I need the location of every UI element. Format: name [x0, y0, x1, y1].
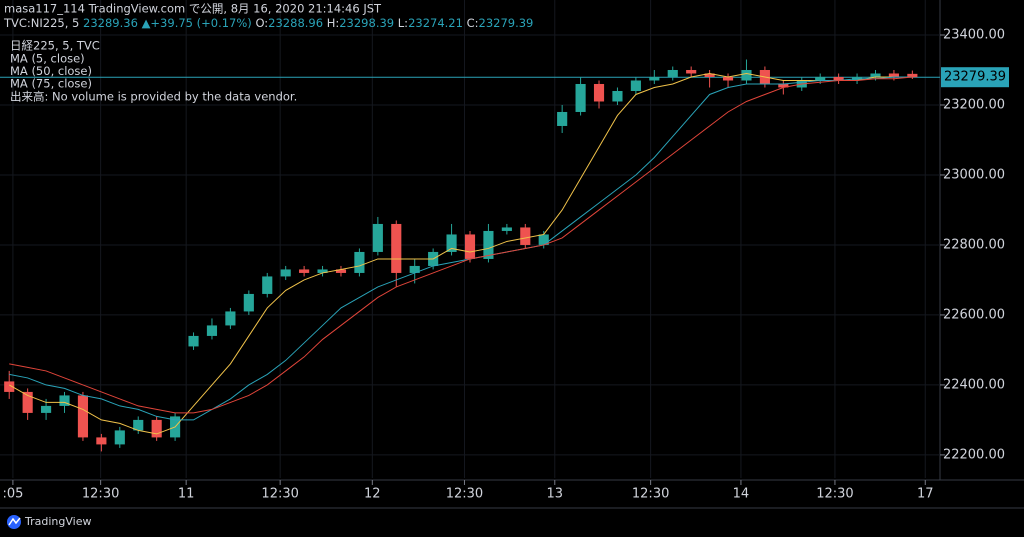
candle-body: [520, 227, 531, 245]
candle-body: [630, 80, 641, 91]
candle-body: [501, 227, 512, 231]
symbol: TVC:NI225, 5: [3, 16, 79, 30]
header-ohlc: TVC:NI225, 5 23289.36 ▲+39.75 (+0.17%) O…: [3, 16, 533, 30]
candle-body: [96, 437, 107, 445]
x-tick-label: 14: [733, 487, 750, 502]
candle-body: [335, 269, 347, 273]
candle-body: [225, 311, 236, 326]
ohlc-value: 23274.21: [408, 16, 463, 30]
candle-body: [538, 234, 549, 245]
candle-body: [557, 111, 568, 126]
candle-body: [4, 381, 15, 392]
ohlc-value: 23279.39: [479, 16, 534, 30]
change-arrow: ▲: [142, 16, 151, 30]
candle-body: [299, 269, 310, 273]
volume-note: 出来高: No volume is provided by the data v…: [10, 90, 297, 104]
logo-glyph: [8, 517, 21, 526]
y-tick-label: 22400.00: [943, 377, 1005, 392]
logo-text: TradingView: [24, 515, 91, 528]
y-tick-label: 23200.00: [943, 97, 1005, 112]
legend-entry: MA (5, close): [10, 52, 85, 66]
ma-line: [9, 76, 913, 414]
x-tick-label: :05: [2, 487, 23, 502]
candle-body: [409, 265, 420, 273]
candle-body: [114, 430, 125, 445]
candle-body: [815, 76, 826, 81]
y-tick-label: 22800.00: [943, 237, 1005, 252]
candle-body: [317, 269, 328, 273]
candle-body: [446, 234, 457, 252]
candle-body: [206, 325, 218, 336]
ohlc-value: 23288.96: [268, 16, 323, 30]
candle-body: [464, 234, 476, 259]
ma-line: [9, 76, 913, 421]
ohlc-label: C:: [467, 16, 479, 30]
candle-body: [391, 223, 402, 273]
candle-body: [22, 391, 33, 413]
x-tick-label: 12: [364, 487, 381, 502]
ma-line: [8, 72, 913, 435]
candle-body: [188, 335, 199, 347]
candle-body: [686, 69, 697, 74]
candle-body: [833, 76, 844, 81]
change: +39.75 (+0.17%): [150, 16, 251, 30]
candle-body: [870, 73, 881, 77]
candle-body: [77, 395, 89, 438]
candle-body: [151, 419, 162, 438]
ohlc-value: 23298.39: [339, 16, 394, 30]
tv-logo: TradingView: [7, 515, 91, 529]
last-price-box: [941, 67, 1009, 88]
candle-body: [280, 269, 291, 277]
candle-body: [888, 73, 899, 77]
x-tick-label: 12:30: [446, 487, 483, 502]
ohlc-label: H:: [327, 16, 340, 30]
candle-body: [243, 293, 254, 312]
y-tick-label: 22600.00: [943, 307, 1005, 322]
candle-body: [722, 76, 734, 81]
x-tick-label: 17: [917, 487, 934, 502]
candle-body: [59, 395, 70, 406]
candle-body: [649, 76, 660, 81]
y-tick-label: 23400.00: [943, 27, 1005, 42]
candle-body: [372, 223, 383, 252]
candle-body: [667, 69, 678, 77]
candle-body: [778, 83, 789, 88]
candle-body: [593, 83, 605, 102]
x-tick-label: 11: [178, 487, 195, 502]
y-tick-label: 22200.00: [943, 447, 1005, 462]
last-price: 23289.36: [83, 16, 138, 30]
ohlc-label: L:: [398, 16, 408, 30]
candle-body: [133, 419, 144, 431]
last-price-label: 23279.39: [944, 70, 1006, 85]
logo-icon: [7, 515, 21, 529]
x-tick-label: 12:30: [632, 487, 669, 502]
ohlc-label: O:: [255, 16, 268, 30]
x-tick-label: 12:30: [82, 487, 119, 502]
legend-title: 日経225, 5, TVC: [10, 39, 100, 53]
candle-body: [741, 69, 752, 81]
candle-body: [41, 405, 52, 413]
candle-body: [262, 276, 273, 294]
plot-area: [0, 0, 940, 478]
candle-body: [612, 90, 623, 102]
candle-body: [483, 230, 494, 259]
candle-body: [907, 73, 918, 78]
x-tick-label: 12:30: [816, 487, 853, 502]
legend-entry: MA (50, close): [10, 64, 92, 78]
candle-body: [575, 83, 586, 112]
legend-entry: MA (75, close): [10, 77, 92, 91]
candle-body: [704, 73, 715, 77]
y-tick-label: 23000.00: [943, 167, 1005, 182]
header-title: masa117_114 TradingView.com で公開, 8月 16, …: [4, 2, 382, 16]
candle-body: [354, 251, 365, 273]
x-tick-label: 13: [547, 487, 564, 502]
x-tick-label: 12:30: [261, 487, 298, 502]
